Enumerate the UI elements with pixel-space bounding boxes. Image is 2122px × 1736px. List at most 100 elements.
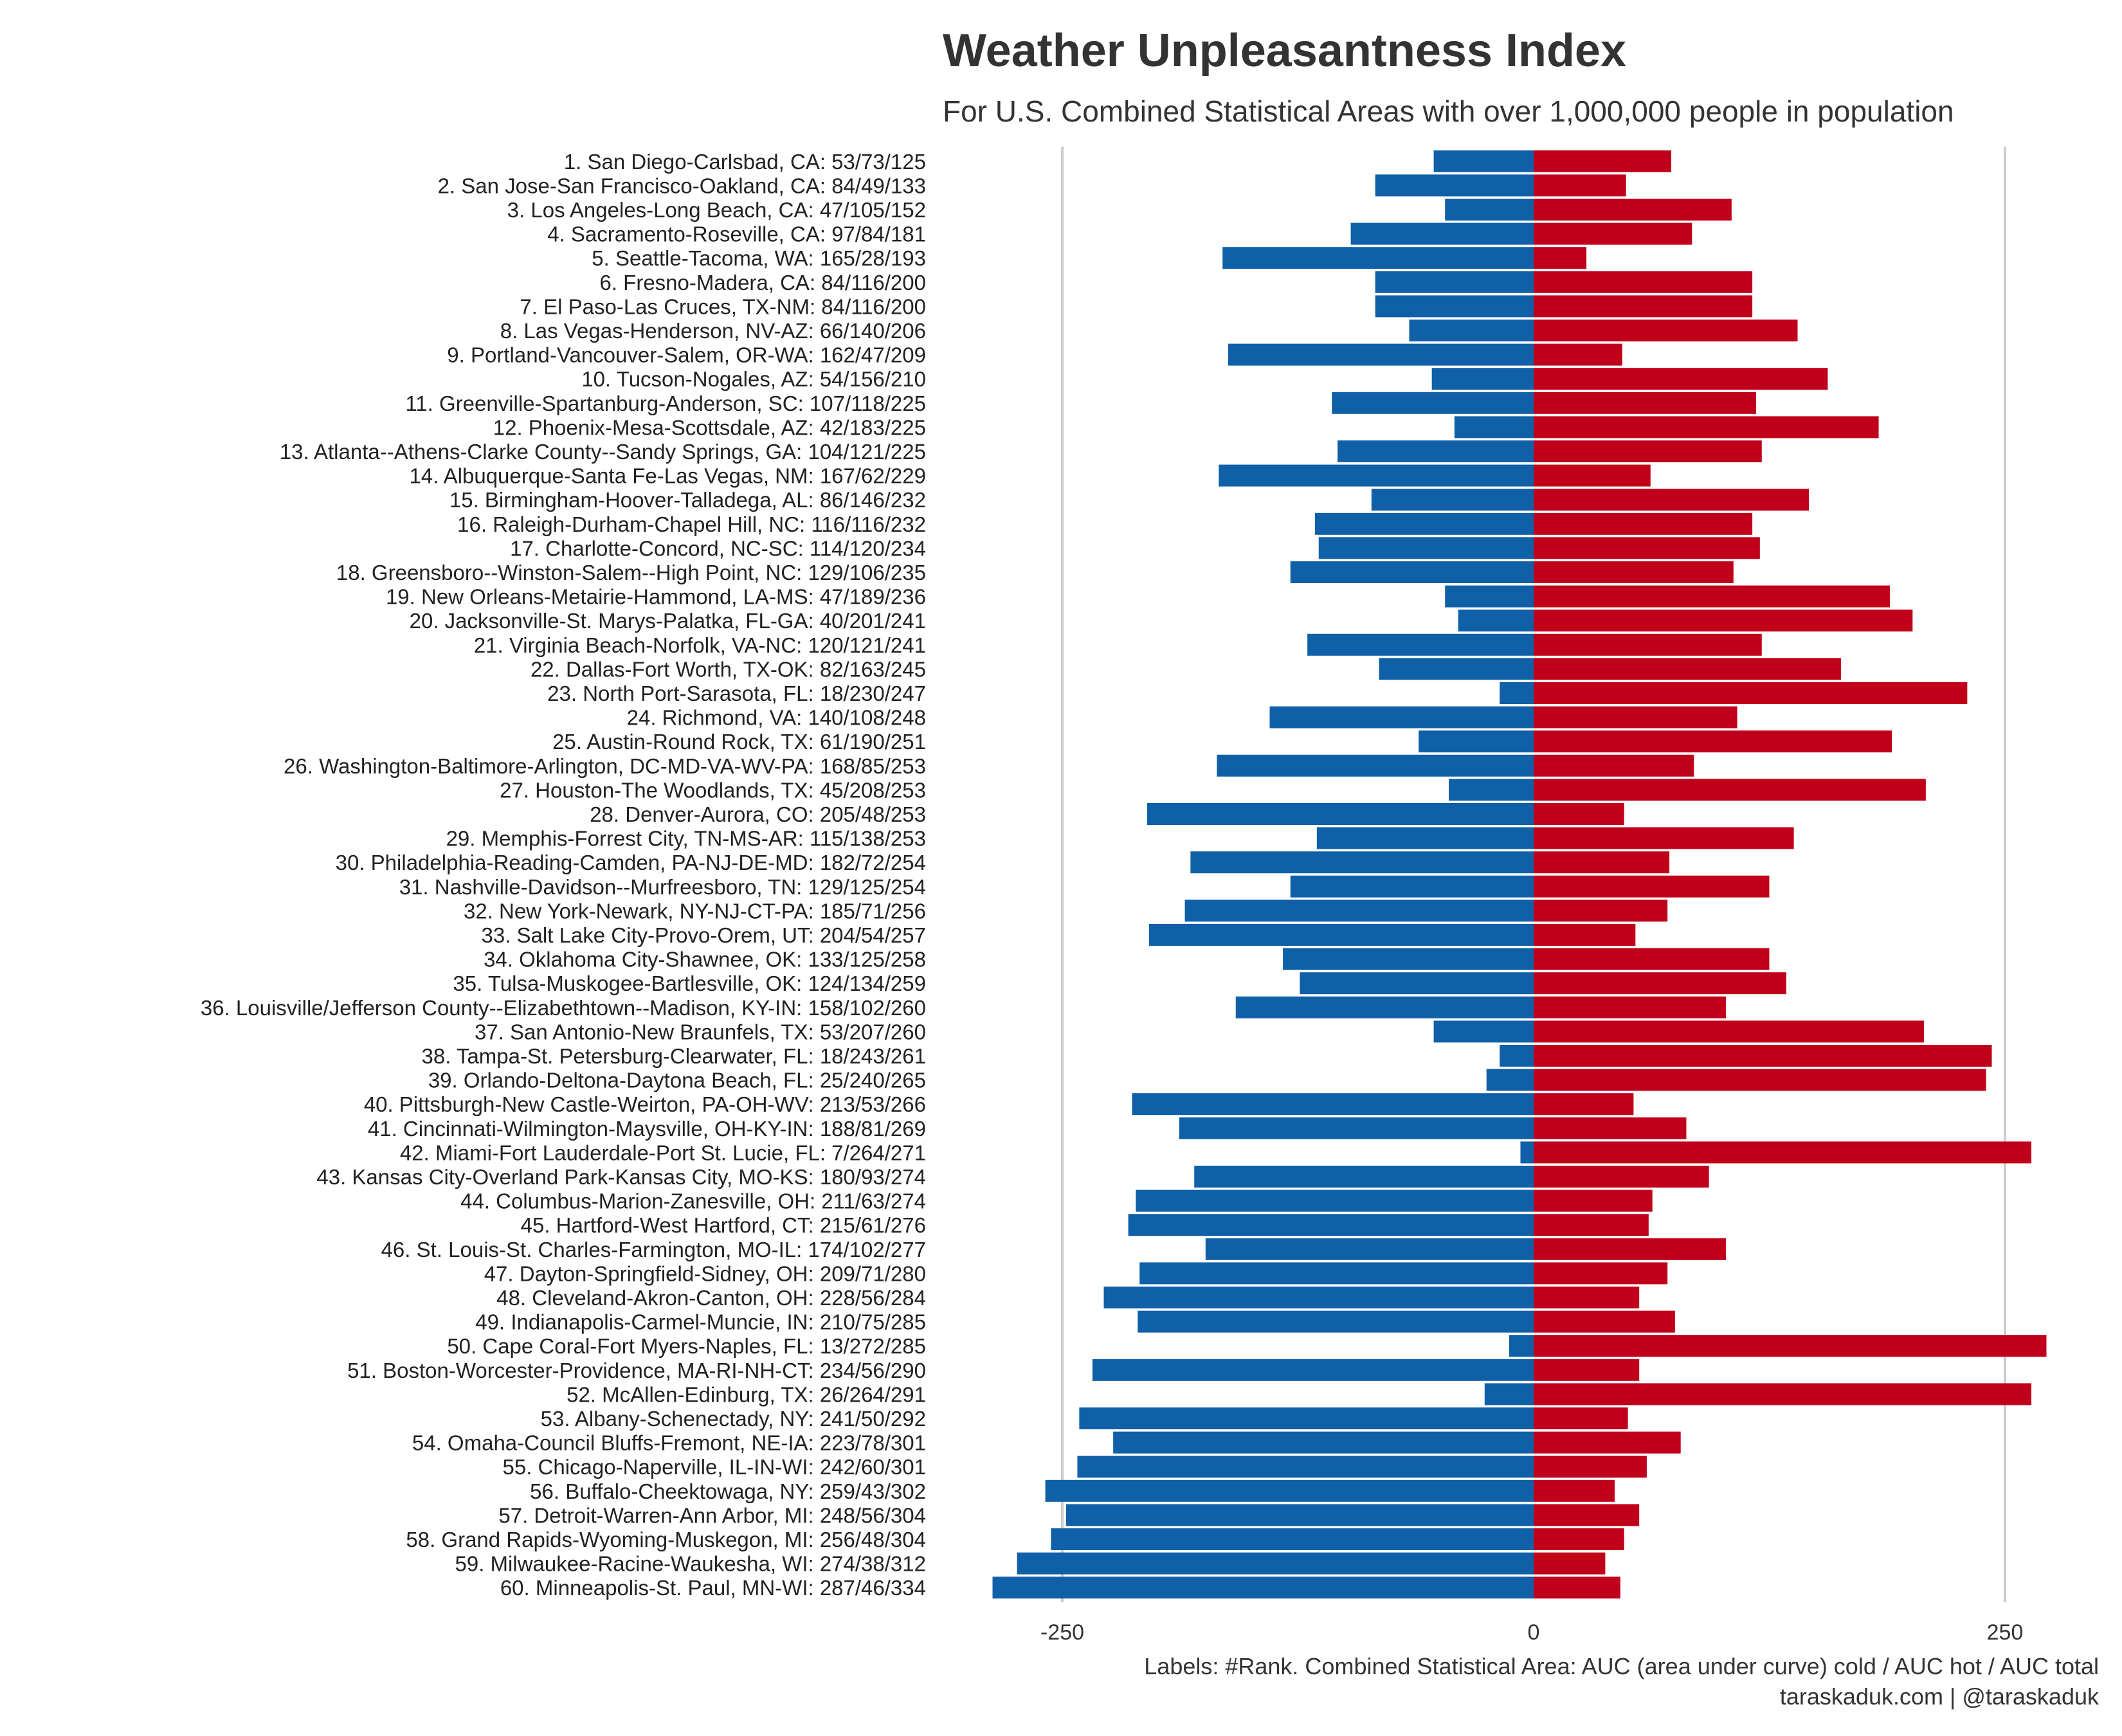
category-label-26: 26. Washington-Baltimore-Arlington, DC-M… xyxy=(284,754,926,778)
bar-cold-19 xyxy=(1445,585,1534,608)
bar-hot-59 xyxy=(1534,1552,1606,1575)
category-label-4: 4. Sacramento-Roseville, CA: 97/84/181 xyxy=(547,222,926,246)
bar-hot-57 xyxy=(1534,1504,1640,1526)
bar-cold-42 xyxy=(1520,1141,1534,1164)
category-label-19: 19. New Orleans-Metairie-Hammond, LA-MS:… xyxy=(386,585,926,609)
bar-cold-56 xyxy=(1045,1479,1534,1502)
bar-cold-32 xyxy=(1184,900,1534,922)
category-label-55: 55. Chicago-Naperville, IL-IN-WI: 242/60… xyxy=(503,1455,927,1479)
bar-hot-45 xyxy=(1534,1214,1649,1236)
category-label-37: 37. San Antonio-New Braunfels, TX: 53/20… xyxy=(475,1020,926,1044)
category-label-5: 5. Seattle-Tacoma, WA: 165/28/193 xyxy=(592,246,926,270)
bar-hot-50 xyxy=(1534,1335,2047,1357)
bar-hot-39 xyxy=(1534,1069,1986,1091)
category-label-41: 41. Cincinnati-Wilmington-Maysville, OH-… xyxy=(368,1117,926,1141)
caption-line-1: Labels: #Rank. Combined Statistical Area… xyxy=(1144,1653,2099,1679)
bar-hot-42 xyxy=(1534,1141,2032,1164)
category-label-58: 58. Grand Rapids-Wyoming-Muskegon, MI: 2… xyxy=(406,1528,926,1551)
bar-cold-13 xyxy=(1338,440,1534,462)
category-label-38: 38. Tampa-St. Petersburg-Clearwater, FL:… xyxy=(422,1044,927,1068)
bar-cold-43 xyxy=(1194,1166,1534,1188)
bar-hot-55 xyxy=(1534,1456,1647,1478)
bar-hot-19 xyxy=(1534,585,1891,608)
category-label-36: 36. Louisville/Jefferson County--Elizabe… xyxy=(201,996,926,1020)
bar-hot-41 xyxy=(1534,1117,1687,1139)
category-label-54: 54. Omaha-Council Bluffs-Fremont, NE-IA:… xyxy=(412,1431,926,1455)
bar-cold-17 xyxy=(1318,537,1534,559)
category-label-39: 39. Orlando-Deltona-Daytona Beach, FL: 2… xyxy=(428,1069,926,1092)
bar-hot-27 xyxy=(1534,779,1926,801)
category-label-45: 45. Hartford-West Hartford, CT: 215/61/2… xyxy=(521,1213,926,1237)
category-label-59: 59. Milwaukee-Racine-Waukesha, WI: 274/3… xyxy=(455,1552,926,1576)
bar-cold-45 xyxy=(1128,1214,1534,1236)
category-label-6: 6. Fresno-Madera, CA: 84/116/200 xyxy=(599,271,926,294)
bar-hot-38 xyxy=(1534,1045,1992,1067)
bar-hot-6 xyxy=(1534,271,1753,293)
category-label-25: 25. Austin-Round Rock, TX: 61/190/251 xyxy=(552,730,926,754)
bar-cold-7 xyxy=(1375,295,1534,318)
category-label-51: 51. Boston-Worcester-Providence, MA-RI-N… xyxy=(347,1359,926,1382)
category-label-29: 29. Memphis-Forrest City, TN-MS-AR: 115/… xyxy=(446,827,926,851)
bar-cold-49 xyxy=(1138,1310,1534,1333)
bar-cold-8 xyxy=(1409,320,1534,341)
category-label-8: 8. Las Vegas-Henderson, NV-AZ: 66/140/20… xyxy=(500,319,926,343)
bar-hot-13 xyxy=(1534,440,1762,462)
x-tick-label-1: 0 xyxy=(1528,1620,1540,1645)
category-label-46: 46. St. Louis-St. Charles-Farmington, MO… xyxy=(381,1238,926,1261)
bar-hot-30 xyxy=(1534,851,1670,874)
bar-hot-40 xyxy=(1534,1093,1634,1116)
bar-cold-41 xyxy=(1179,1117,1534,1139)
bar-cold-35 xyxy=(1300,972,1534,995)
bar-hot-4 xyxy=(1534,222,1692,245)
category-label-15: 15. Birmingham-Hoover-Talladega, AL: 86/… xyxy=(449,488,926,512)
category-label-20: 20. Jacksonville-St. Marys-Palatka, FL-G… xyxy=(410,609,926,633)
bar-hot-8 xyxy=(1534,320,1798,341)
bar-cold-23 xyxy=(1500,682,1534,704)
category-label-3: 3. Los Angeles-Long Beach, CA: 47/105/15… xyxy=(507,198,926,222)
bar-hot-52 xyxy=(1534,1383,2032,1406)
bar-cold-60 xyxy=(992,1577,1534,1599)
bar-hot-16 xyxy=(1534,512,1753,535)
chart-title: Weather Unpleasantness Index xyxy=(943,25,1627,77)
bar-cold-40 xyxy=(1132,1093,1534,1116)
bar-hot-11 xyxy=(1534,392,1756,414)
category-label-42: 42. Miami-Fort Lauderdale-Port St. Lucie… xyxy=(400,1141,926,1164)
category-label-13: 13. Atlanta--Athens-Clarke County--Sandy… xyxy=(280,440,926,464)
bar-cold-53 xyxy=(1079,1407,1534,1429)
chart-caption: Labels: #Rank. Combined Statistical Area… xyxy=(1144,1651,2099,1712)
category-label-7: 7. El Paso-Las Cruces, TX-NM: 84/116/200 xyxy=(520,294,926,318)
bar-cold-25 xyxy=(1419,730,1534,753)
bar-cold-6 xyxy=(1375,271,1534,293)
category-label-22: 22. Dallas-Fort Worth, TX-OK: 82/163/245 xyxy=(530,657,926,681)
bar-cold-37 xyxy=(1433,1020,1534,1043)
bar-hot-35 xyxy=(1534,972,1786,995)
bar-hot-53 xyxy=(1534,1407,1628,1429)
category-label-16: 16. Raleigh-Durham-Chapel Hill, NC: 116/… xyxy=(457,512,926,536)
bar-hot-23 xyxy=(1534,682,1968,704)
category-label-23: 23. North Port-Sarasota, FL: 18/230/247 xyxy=(547,682,926,705)
bar-hot-22 xyxy=(1534,658,1841,680)
bar-hot-10 xyxy=(1534,368,1828,390)
bar-cold-54 xyxy=(1113,1431,1534,1454)
bar-hot-7 xyxy=(1534,295,1753,318)
category-label-40: 40. Pittsburgh-New Castle-Weirton, PA-OH… xyxy=(364,1092,926,1116)
bar-cold-27 xyxy=(1449,779,1534,801)
category-label-24: 24. Richmond, VA: 140/108/248 xyxy=(627,706,926,730)
bar-cold-46 xyxy=(1205,1238,1534,1260)
bar-hot-29 xyxy=(1534,827,1794,849)
bar-hot-48 xyxy=(1534,1287,1640,1308)
bar-hot-17 xyxy=(1534,537,1760,559)
bar-hot-54 xyxy=(1534,1431,1681,1454)
bar-cold-18 xyxy=(1290,561,1534,583)
bar-cold-48 xyxy=(1103,1287,1534,1308)
bar-hot-33 xyxy=(1534,924,1636,946)
category-label-11: 11. Greenville-Spartanburg-Anderson, SC:… xyxy=(405,392,926,415)
bar-hot-25 xyxy=(1534,730,1892,753)
category-label-31: 31. Nashville-Davidson--Murfreesboro, TN… xyxy=(399,875,926,899)
bar-hot-5 xyxy=(1534,247,1587,269)
category-label-47: 47. Dayton-Springfield-Sidney, OH: 209/7… xyxy=(484,1261,926,1285)
bar-hot-2 xyxy=(1534,174,1626,197)
bar-cold-44 xyxy=(1136,1189,1534,1212)
